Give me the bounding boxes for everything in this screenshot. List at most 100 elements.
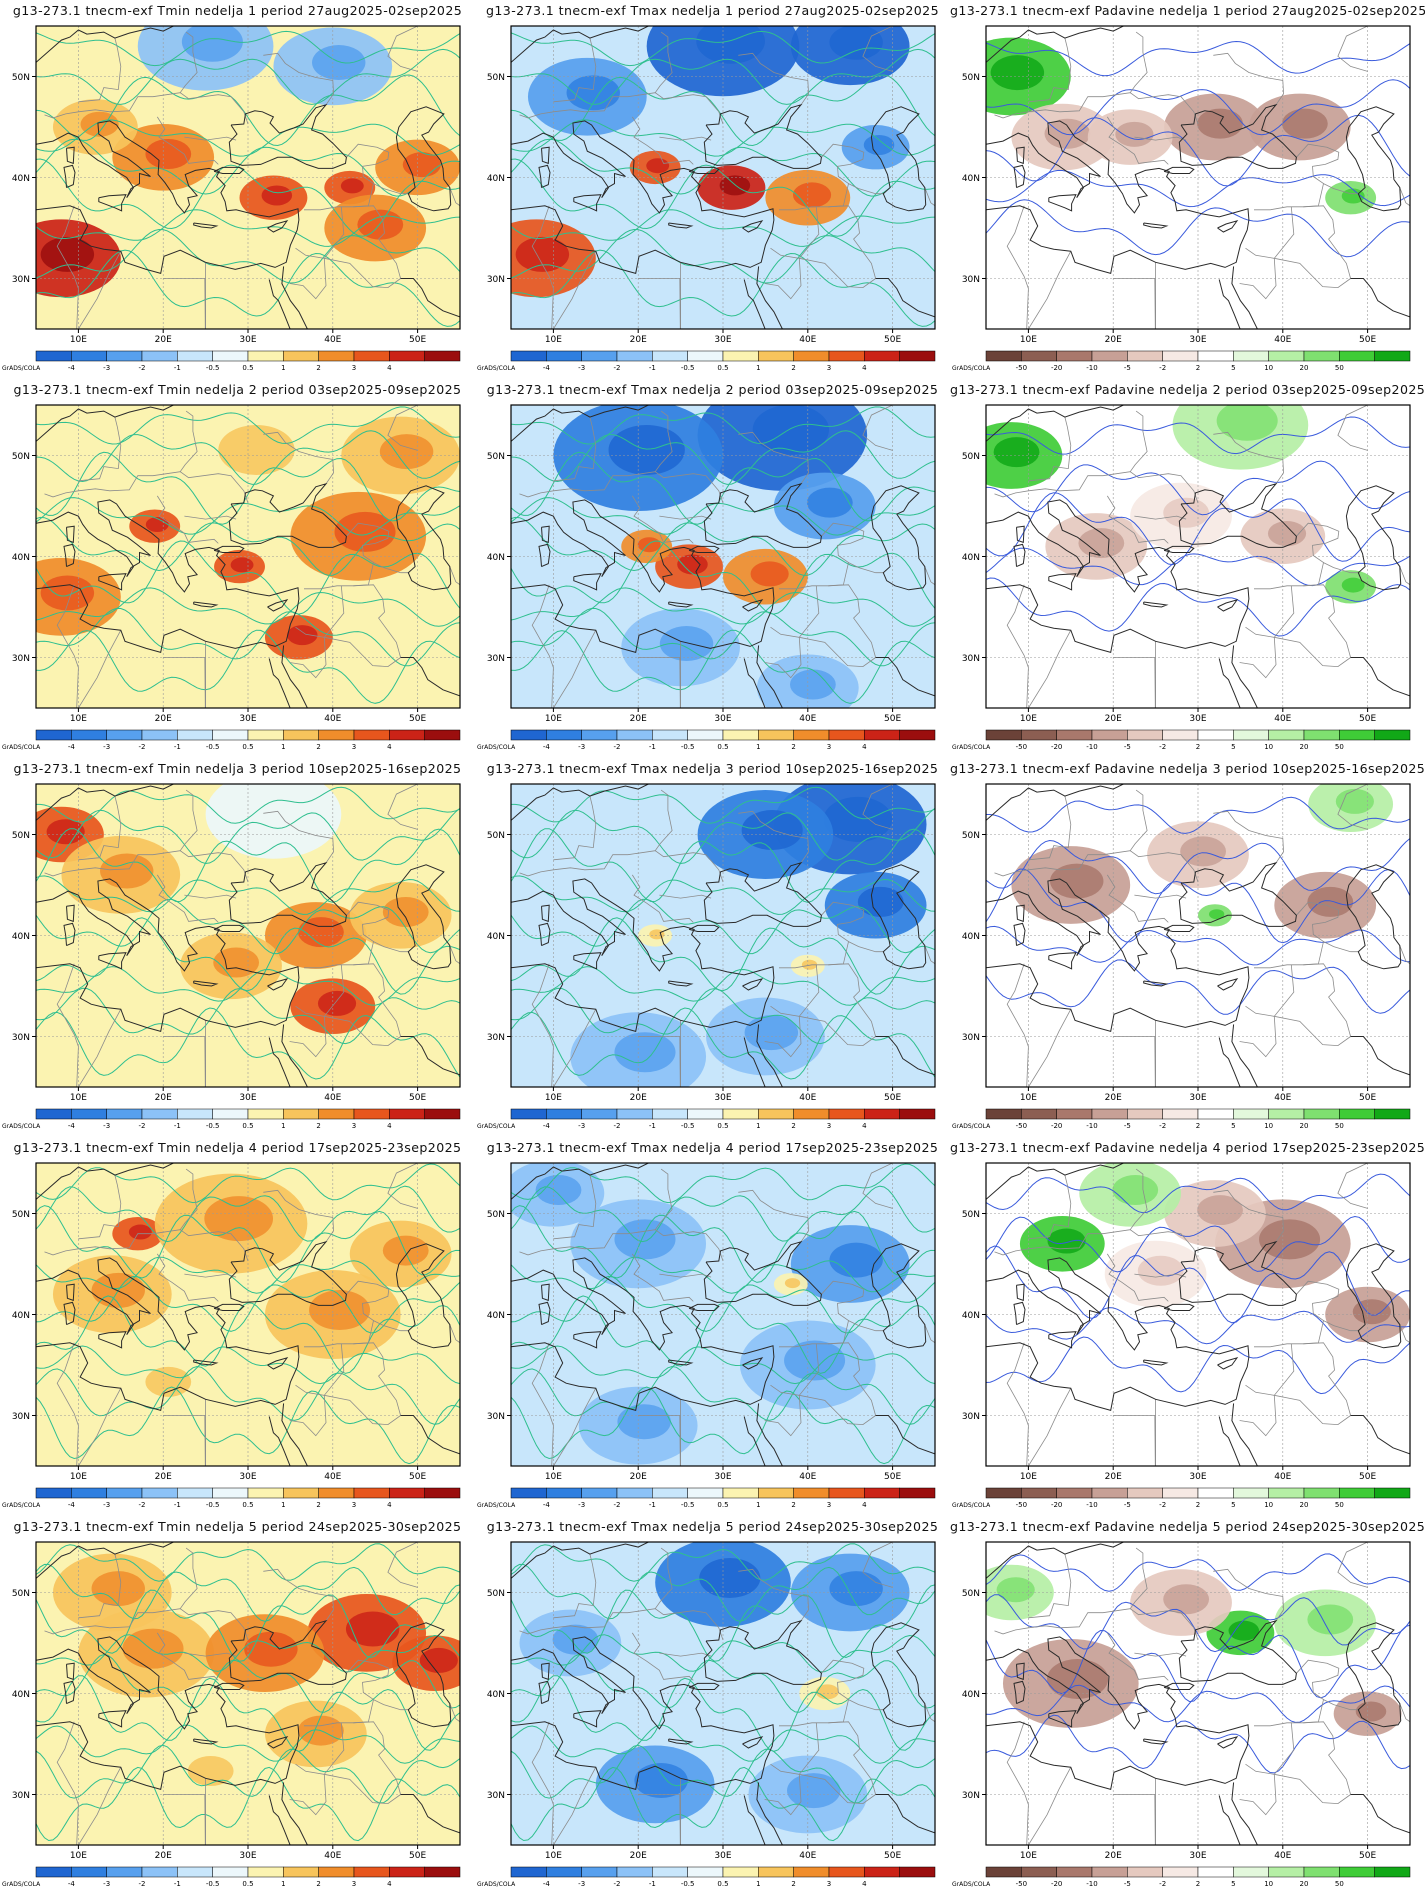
colorbar-swatch <box>1197 1487 1234 1499</box>
colorbar-swatch <box>106 1866 143 1878</box>
coast-line <box>538 1680 551 1705</box>
coast-line <box>1231 1782 1259 1845</box>
border-line <box>659 1652 712 1657</box>
colorbar-swatch <box>212 1487 249 1499</box>
colorbar-swatch <box>758 729 794 741</box>
lon-tick-label: 40E <box>799 714 816 724</box>
anomaly-core <box>309 1290 371 1331</box>
coast-line <box>1218 658 1241 708</box>
colorbar-label: -1 <box>174 1122 181 1130</box>
colorbar-label: 50 <box>1335 1880 1344 1888</box>
anomaly-core <box>91 1571 145 1607</box>
anomaly-core <box>1341 188 1365 204</box>
colorbar-swatch <box>35 1108 72 1120</box>
lon-tick-label: 30E <box>239 335 256 345</box>
map-content <box>36 405 460 708</box>
coast-line <box>1048 952 1077 970</box>
colorbar-label: -4 <box>543 743 551 751</box>
anomaly-core <box>608 424 685 475</box>
colorbar-label: -2 <box>614 364 621 372</box>
coast-line <box>538 1301 551 1326</box>
isoline <box>511 228 935 284</box>
panel-title: g13-273.1 tnecm-exf Tmin nedelja 2 perio… <box>13 382 462 397</box>
colorbar-label: -0.5 <box>681 1122 695 1130</box>
colorbar-label: -10 <box>1086 364 1097 372</box>
border-line <box>1213 52 1285 106</box>
colorbar-swatch <box>1339 729 1375 741</box>
lat-tick-label: 50N <box>487 831 505 841</box>
colorbar-label: 0.5 <box>242 1880 253 1888</box>
colorbar-label: -20 <box>1051 1122 1062 1130</box>
border-line <box>1155 1778 1156 1845</box>
isoline <box>986 1714 1410 1774</box>
lon-tick-label: 40E <box>1274 1851 1291 1861</box>
colorbar-swatch <box>828 1108 865 1120</box>
prec-map-panel: g13-273.1 tnecm-exf Padavine nedelja 3 p… <box>950 758 1425 1137</box>
lat-tick-label: 50N <box>12 831 30 841</box>
colorbar-label: 50 <box>1335 364 1344 372</box>
colorbar-swatch <box>1056 350 1093 362</box>
colorbar-swatch <box>389 350 425 362</box>
credit-label: GrADS/COLA <box>2 1123 41 1130</box>
colorbar: -4 -3 -2 -1 -0.5 0.5 1 2 3 4 <box>35 1487 461 1509</box>
coast-line <box>36 405 176 442</box>
border-line <box>531 1721 554 1845</box>
border-line <box>1254 143 1340 211</box>
lon-tick-label: 30E <box>239 1851 256 1861</box>
isoline <box>986 40 1410 77</box>
border-line <box>1273 206 1351 289</box>
colorbar-swatch <box>793 729 830 741</box>
border-line <box>553 1767 597 1845</box>
coast-line <box>743 658 766 708</box>
colorbar-label: -1 <box>649 1122 656 1130</box>
colorbar-swatch <box>177 1487 213 1499</box>
border-line <box>179 1547 198 1609</box>
colorbar-label: 4 <box>862 364 867 372</box>
border-line <box>994 850 1199 883</box>
lon-tick-label: 30E <box>714 1093 731 1103</box>
coast-line <box>573 573 602 591</box>
colorbar-label: 2 <box>791 1122 795 1130</box>
anomaly-core <box>100 853 154 889</box>
coast-line <box>1217 599 1239 612</box>
border-line <box>779 143 865 211</box>
border-line <box>1273 1722 1351 1805</box>
border-line <box>1106 116 1169 165</box>
isoline <box>36 807 460 865</box>
lat-tick-label: 30N <box>12 654 30 664</box>
border-line <box>289 1005 327 1058</box>
colorbar-label: -2 <box>614 1501 621 1509</box>
colorbar-swatch <box>510 1487 547 1499</box>
border-line <box>449 945 460 965</box>
colorbar-swatch <box>687 1108 724 1120</box>
lon-tick-label: 40E <box>799 1851 816 1861</box>
colorbar-swatch <box>616 350 653 362</box>
colorbar-label: -2 <box>614 743 621 751</box>
isoline <box>36 209 460 247</box>
lon-tick-label: 40E <box>799 1472 816 1482</box>
lon-tick-label: 10E <box>545 1472 562 1482</box>
coast-line <box>870 1622 927 1728</box>
colorbar-swatch <box>652 729 688 741</box>
colorbar-label: -5 <box>1124 743 1131 751</box>
border-line <box>1399 187 1410 207</box>
country-borders <box>994 1542 1410 1845</box>
lon-tick-label: 20E <box>155 1851 172 1861</box>
border-line <box>764 626 802 679</box>
colorbar-label: 4 <box>387 1122 392 1130</box>
colorbar-label: -20 <box>1051 364 1062 372</box>
coast-line <box>743 1037 766 1087</box>
colorbar-label: 3 <box>352 1880 356 1888</box>
anomaly-core <box>789 669 836 700</box>
colorbar-label: 10 <box>1264 364 1273 372</box>
colorbar-swatch <box>616 1866 653 1878</box>
isoline <box>986 1215 1410 1273</box>
colorbar-label: -1 <box>174 743 181 751</box>
lon-tick-label: 40E <box>324 1093 341 1103</box>
border-line <box>1006 963 1029 1087</box>
colorbar-label: -2 <box>1159 1122 1166 1130</box>
map-plot: 30N 40N 50N 10E 20E 30E 40E 50E -50 -20 -10 -5 -2 2 5 1… <box>952 404 1411 751</box>
border-line <box>828 963 876 1037</box>
colorbar-label: 5 <box>1231 364 1235 372</box>
lon-tick-label: 20E <box>1105 1093 1122 1103</box>
